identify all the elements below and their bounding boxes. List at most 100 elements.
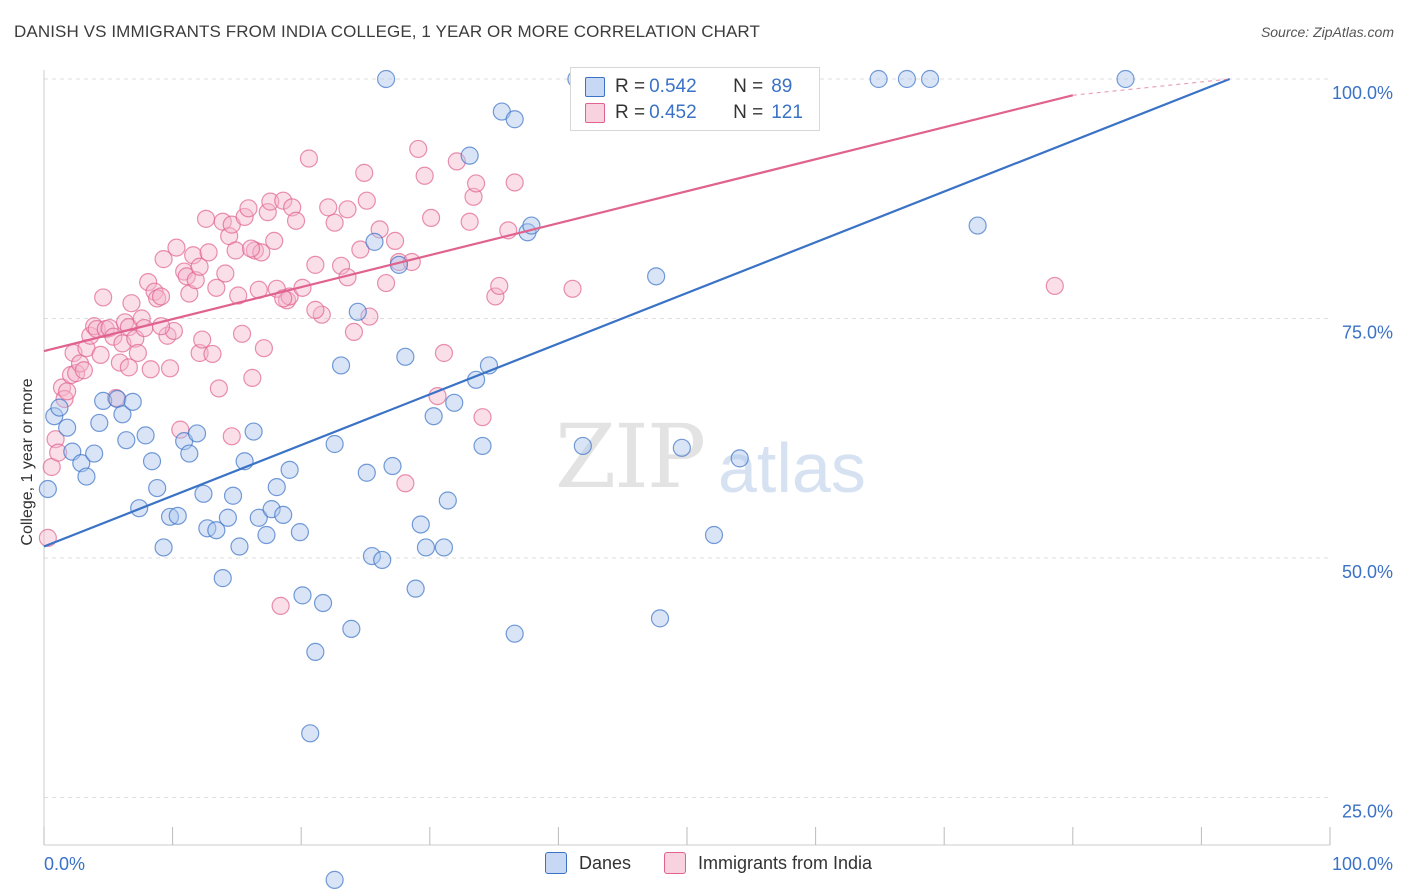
- india-point: [190, 257, 209, 276]
- india-point: [196, 209, 216, 228]
- india-r-value: 0.452: [649, 102, 697, 123]
- danes-point: [142, 452, 162, 471]
- india-point: [331, 256, 351, 275]
- india-point: [490, 276, 509, 296]
- india-point: [258, 203, 277, 222]
- danes-point: [460, 146, 479, 165]
- danes-point: [313, 593, 333, 613]
- bottom-legend: Danes Immigrants from India: [0, 852, 1406, 878]
- x-tick-label: 100.0%: [1332, 854, 1393, 874]
- india-point: [110, 353, 129, 372]
- india-point: [351, 240, 370, 259]
- india-point: [177, 267, 196, 286]
- danes-point: [108, 389, 127, 409]
- danes-point: [331, 356, 351, 375]
- danes-point: [383, 456, 402, 476]
- india-point: [299, 149, 319, 168]
- india-point: [396, 474, 415, 493]
- danes-point: [301, 724, 320, 743]
- danes-point: [168, 506, 187, 525]
- danes-point: [650, 609, 670, 628]
- source-label: Source: ZipAtlas.com: [1260, 24, 1394, 40]
- danes-point: [704, 525, 724, 545]
- danes-point: [280, 460, 299, 479]
- danes-point: [58, 418, 77, 437]
- danes-point: [213, 569, 232, 588]
- danes-point: [154, 538, 173, 557]
- india-point: [344, 322, 364, 342]
- india-trend-extension: [1072, 78, 1230, 96]
- india-point: [229, 286, 248, 305]
- india-point: [122, 294, 141, 313]
- india-point: [376, 273, 396, 293]
- danes-point: [416, 538, 436, 557]
- india-point: [283, 198, 302, 217]
- india-point: [91, 345, 110, 365]
- india-point: [415, 166, 434, 185]
- danes-point: [897, 69, 917, 89]
- danes-point: [117, 431, 136, 450]
- danes-point: [180, 444, 199, 463]
- danes-point: [348, 302, 367, 321]
- danes-point: [72, 454, 91, 473]
- india-point: [190, 343, 209, 363]
- india-point: [222, 427, 241, 446]
- danes-trend-line: [43, 77, 1231, 548]
- danes-point: [396, 347, 415, 366]
- danes-point: [573, 436, 592, 456]
- india-point: [271, 596, 290, 616]
- india-point: [193, 330, 212, 349]
- stats-row-india: R = 0.452 N = 121: [585, 102, 803, 124]
- danes-point: [376, 69, 396, 89]
- india-point: [207, 278, 226, 297]
- danes-point: [357, 463, 376, 482]
- india-point: [466, 174, 486, 193]
- india-point: [235, 207, 254, 227]
- india-point: [265, 231, 284, 251]
- danes-point: [274, 505, 293, 524]
- danes-point: [647, 267, 666, 286]
- danes-point: [148, 478, 167, 498]
- danes-n-value: 89: [771, 76, 793, 97]
- y-tick-label: 25.0%: [1342, 802, 1393, 822]
- india-point: [203, 344, 222, 364]
- india-swatch: [585, 103, 605, 123]
- india-point: [409, 139, 428, 159]
- india-point: [94, 288, 113, 307]
- india-point: [49, 443, 68, 462]
- india-point: [464, 187, 483, 206]
- india-point: [239, 199, 258, 218]
- x-tick-label: 0.0%: [44, 854, 85, 874]
- danes-point: [1116, 69, 1135, 89]
- india-point: [274, 191, 293, 210]
- india-point: [319, 198, 338, 217]
- danes-point: [90, 413, 109, 433]
- danes-point: [505, 110, 524, 129]
- danes-point: [160, 507, 180, 526]
- legend-item-india[interactable]: Immigrants from India: [664, 852, 872, 874]
- legend-danes-swatch: [545, 852, 567, 874]
- y-tick-label: 100.0%: [1332, 83, 1393, 103]
- india-point: [306, 255, 325, 274]
- danes-point: [730, 449, 749, 468]
- danes-point: [365, 232, 384, 251]
- india-point: [58, 382, 77, 401]
- danes-point: [672, 438, 691, 457]
- danes-point: [473, 436, 492, 456]
- danes-point: [244, 422, 263, 441]
- india-point: [486, 287, 505, 306]
- india-point: [280, 287, 299, 306]
- india-point: [128, 343, 147, 363]
- danes-point: [194, 484, 213, 503]
- india-point: [139, 272, 158, 292]
- india-point: [74, 361, 93, 380]
- india-point: [199, 243, 218, 262]
- stats-row-danes: R = 0.542 N = 89: [585, 76, 792, 98]
- danes-point: [113, 405, 132, 424]
- legend-india-label: Immigrants from India: [698, 852, 873, 873]
- legend-item-danes[interactable]: Danes: [545, 852, 631, 874]
- danes-point: [968, 216, 987, 235]
- danes-point: [230, 537, 249, 556]
- india-point: [243, 368, 262, 387]
- india-point: [274, 289, 293, 308]
